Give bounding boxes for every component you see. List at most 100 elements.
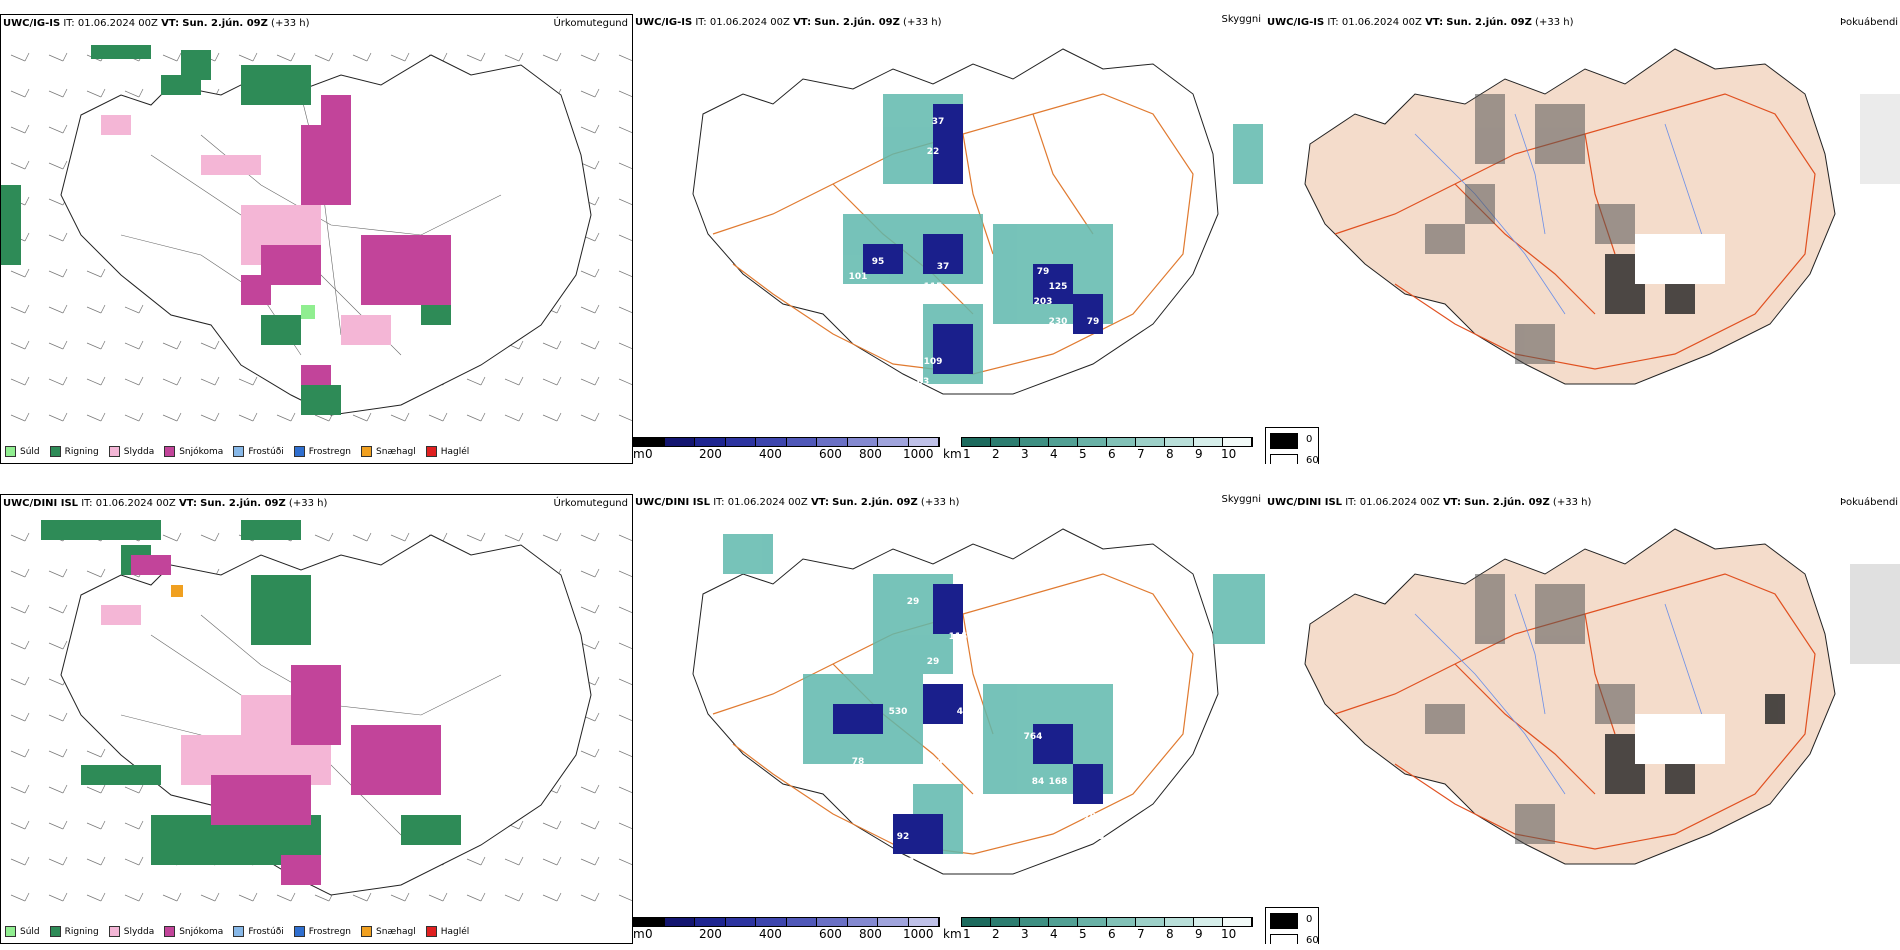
visibility-labels: 37 70 22 151 95 101 37 115 79 125 203 230 79 38 109 63 7… (849, 117, 1100, 417)
fog-key-box (1270, 934, 1298, 944)
colorbar-unit: km (943, 927, 962, 941)
swatch (49, 926, 61, 937)
visibility-value-label: 78 (912, 407, 925, 417)
panel-header: UWC/DINI ISL IT: 01.06.2024 00Z VT: Sun.… (3, 498, 328, 509)
precip-legend: Súld Rigning Slydda Snjókoma Frostúði Fr… (5, 926, 469, 937)
visibility-value-label: 44 (942, 857, 955, 867)
visibility-value-label: 63 (917, 377, 930, 387)
colorbar-tick: 200 (699, 447, 722, 461)
colorbar-tick: 0 (645, 447, 653, 461)
visibility-value-label: 92 (907, 887, 920, 897)
colorbar-bar (633, 437, 940, 447)
colorbar-tick: 800 (859, 927, 882, 941)
legend-item: Rigning (49, 446, 99, 457)
colorbar-tick: 7 (1137, 927, 1145, 941)
colorbar-tick: 1000 (903, 927, 934, 941)
colorbar-tick: 4 (1050, 447, 1058, 461)
visibility-value-label: 125 (1049, 282, 1068, 292)
visibility-value-label: 95 (872, 257, 885, 267)
colorbar-tick: 10 (1221, 447, 1237, 461)
fog-key-label: 0 (1306, 434, 1313, 445)
swatch (5, 446, 16, 457)
swatch (233, 926, 245, 937)
colorbar-tick: 5 (1079, 447, 1087, 461)
panel-header: UWC/IG-IS IT: 01.06.2024 00Z VT: Sun. 2.… (1267, 17, 1574, 28)
visibility-value-label: 45 (937, 757, 950, 767)
panel-title: Úrkomutegund (553, 498, 628, 509)
colorbar-unit: m (633, 447, 645, 461)
fog-key: 0 60 (1265, 907, 1319, 944)
visibility-value-label: 29 (927, 657, 940, 667)
fog-key-label: 60 (1306, 455, 1319, 464)
swatch (361, 926, 373, 937)
visibility-value-label: 13 (902, 857, 915, 867)
fog-key-box (1270, 913, 1298, 929)
legend-item: Frostúði (233, 926, 284, 937)
fog-key: 0 60 (1265, 427, 1319, 464)
colorbar-tick: 400 (759, 447, 782, 461)
fog-key-box (1270, 454, 1298, 464)
swatch (233, 446, 245, 457)
swatch (425, 446, 437, 457)
panel-header: UWC/DINI ISL IT: 01.06.2024 00Z VT: Sun.… (1267, 497, 1592, 508)
visibility-value-label: 168 (1049, 777, 1068, 787)
visibility-value-label: 38 (1087, 347, 1100, 357)
colorbar-tick: 10 (1221, 927, 1237, 941)
visibility-value-label: 78 (852, 757, 865, 767)
visibility-value-label: 41 (957, 707, 970, 717)
visibility-value-label: 37 (937, 262, 950, 272)
visibility-value-label: 79 (1037, 267, 1050, 277)
legend-item: Frostregn (293, 446, 351, 457)
legend-item: Snjókoma (164, 926, 223, 937)
swatch (361, 446, 373, 457)
legend-item: Frostregn (293, 926, 351, 937)
colorbar-tick: 8 (1166, 447, 1174, 461)
colorbar-tick: 400 (759, 927, 782, 941)
visibility-value-label: 115 (949, 632, 968, 642)
visibility-value-label: 203 (1034, 297, 1053, 307)
colorbar-tick: 200 (699, 927, 722, 941)
precip-map (1, 45, 632, 422)
visibility-value-label: 101 (849, 272, 868, 282)
colorbar-tick: 9 (1195, 927, 1203, 941)
colorbar-bar (633, 917, 940, 927)
colorbar-tick: 3 (1021, 447, 1029, 461)
legend-item: Súld (5, 926, 40, 937)
visibility-value-label: 115 (924, 282, 943, 292)
visibility-value-label: 22 (927, 147, 940, 157)
fog-panel-row1: UWC/IG-IS IT: 01.06.2024 00Z VT: Sun. 2.… (1265, 14, 1900, 464)
swatch (49, 446, 61, 457)
visibility-value-label: 530 (889, 707, 908, 717)
legend-item: Rigning (49, 926, 99, 937)
precip-panel-row1: UWC/IG-IS IT: 01.06.2024 00Z VT: Sun. 2.… (0, 14, 633, 464)
panel-title: Skyggni (1221, 494, 1261, 505)
visibility-value-label: 209 (1034, 817, 1053, 827)
swatch (108, 446, 120, 457)
visibility-value-label: 764 (1024, 732, 1043, 742)
precip-map (10, 520, 632, 902)
colorbar-tick: 1 (963, 927, 971, 941)
panel-title: Úrkomutegund (553, 18, 628, 29)
precip-legend: Súld Rigning Slydda Snjókoma Frostúði Fr… (5, 446, 469, 457)
colorbar-tick: 1 (963, 447, 971, 461)
fog-key-label: 60 (1306, 935, 1319, 944)
visibility-value-label: 84 (1032, 777, 1045, 787)
visibility-value-label: 79 (927, 737, 940, 747)
colorbar-tick: 7 (1137, 447, 1145, 461)
visibility-value-label: 70 (857, 137, 870, 147)
visibility-colorbar: km 1 2 3 4 5 6 7 8 9 10 (943, 437, 1253, 464)
colorbar-tick: 8 (1166, 927, 1174, 941)
cloud-visibility-panel-row2: UWC/DINI ISL IT: 01.06.2024 00Z VT: Sun.… (633, 494, 1265, 944)
colorbar-tick: 6 (1108, 927, 1116, 941)
iceland-outline (1304, 48, 1836, 385)
colorbar-bar (961, 917, 1253, 927)
visibility-map (692, 48, 1263, 395)
legend-item: Slydda (108, 926, 154, 937)
colorbar-tick: 3 (1021, 927, 1029, 941)
legend-item: Slydda (108, 446, 154, 457)
visibility-labels: 29 29 115 41 530 79 45 78 74 764 84 168 96 209 109 55 92… (852, 597, 1105, 897)
colorbar-unit: m (633, 927, 645, 941)
visibility-value-label: 92 (897, 832, 910, 842)
panel-title: Þokuábendi (1840, 497, 1899, 508)
fog-key-box (1270, 433, 1298, 449)
